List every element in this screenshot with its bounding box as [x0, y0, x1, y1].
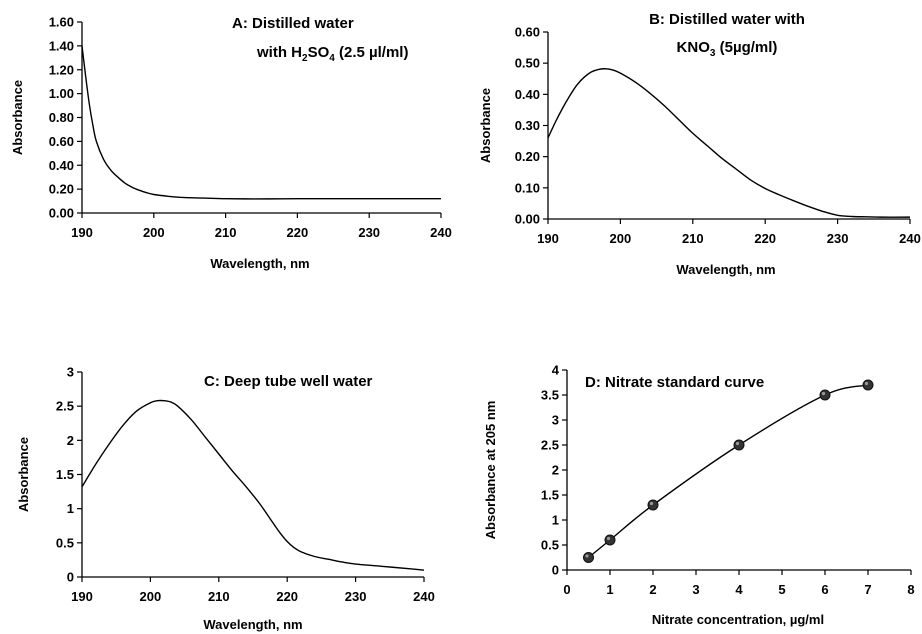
y-tick-label: 1	[67, 501, 74, 516]
x-tick-label: 200	[143, 225, 165, 240]
y-tick-label: 0.60	[515, 25, 540, 40]
y-tick-label: 3.5	[541, 388, 559, 403]
x-tick-label: 240	[430, 225, 452, 240]
x-axis-label: Wavelength, nm	[203, 617, 302, 632]
x-tick-label: 190	[71, 225, 93, 240]
chart-panel-c: C: Deep tube well water 0 0.5 1 1.5 2 2.5 3 190 2…	[16, 365, 435, 633]
x-axis-label: Wavelength, nm	[676, 262, 775, 277]
x-axis-label: Nitrate concentration, µg/ml	[652, 612, 824, 627]
y-tick-label: 1.5	[541, 488, 559, 503]
x-tick-label: 210	[215, 225, 237, 240]
data-point-highlight	[649, 501, 654, 506]
y-tick-label: 0.50	[515, 56, 540, 71]
x-tick-label: 200	[610, 231, 632, 246]
x-tick-label: 230	[827, 231, 849, 246]
y-tick-label: 1.20	[49, 62, 74, 77]
chart-panel-d: D: Nitrate standard curve 0 0.5 1 1.5 2 2.5 3 3.…	[483, 363, 915, 628]
y-tick-label: 1.60	[49, 15, 74, 30]
series-line-d	[588, 384, 869, 559]
y-tick-label: 1.5	[56, 467, 74, 482]
data-point-highlight	[606, 536, 611, 541]
x-tick-label: 220	[754, 231, 776, 246]
y-tick-label: 0.40	[49, 158, 74, 173]
y-tick-label: 0.40	[515, 87, 540, 102]
y-tick-label: 1.00	[49, 86, 74, 101]
y-axis-label: Absorbance	[16, 437, 31, 512]
x-tick-label: 230	[358, 225, 380, 240]
y-tick-label: 0	[552, 563, 559, 578]
data-point	[862, 379, 874, 391]
y-tick-label: 2.5	[56, 399, 74, 414]
chart-panel-a: A: Distilled water with H2SO4 (2.5 µl/ml)…	[10, 15, 452, 272]
y-tick-label: 0.5	[56, 535, 74, 550]
series-line-a	[81, 45, 441, 200]
x-tick-label: 200	[140, 589, 162, 604]
x-tick-label: 230	[345, 589, 367, 604]
x-tick-label: 4	[735, 582, 743, 597]
y-tick-label: 0.60	[49, 134, 74, 149]
x-tick-label: 220	[287, 225, 309, 240]
data-point-highlight	[585, 554, 589, 558]
x-tick-label: 0	[563, 582, 570, 597]
data-point	[583, 552, 594, 563]
x-tick-label: 5	[778, 582, 785, 597]
chart-title-a: A: Distilled water with H2SO4 (2.5 µl/ml)	[232, 15, 408, 64]
data-point	[647, 499, 659, 511]
y-tick-label: 3	[552, 413, 559, 428]
y-tick-label: 2.5	[541, 438, 559, 453]
data-point	[604, 534, 616, 546]
chart-title-d: D: Nitrate standard curve	[585, 374, 764, 391]
y-tick-label: 0.00	[49, 206, 74, 221]
chart-panel-b: B: Distilled water with KNO3 (5µg/ml) 0.00…	[478, 11, 921, 277]
y-tick-label: 0.20	[49, 182, 74, 197]
series-line-c	[81, 399, 425, 571]
data-point	[819, 389, 831, 401]
x-tick-label: 210	[682, 231, 704, 246]
y-tick-label: 3	[67, 365, 74, 380]
data-point-highlight	[821, 391, 826, 396]
x-tick-label: 190	[537, 231, 559, 246]
y-axis-label: Absorbance at 205 nm	[483, 401, 498, 540]
y-tick-label: 0.00	[515, 212, 540, 227]
x-tick-label: 190	[71, 589, 93, 604]
y-tick-label: 0.20	[515, 149, 540, 164]
y-tick-label: 1	[552, 513, 559, 528]
x-tick-label: 1	[606, 582, 613, 597]
x-tick-label: 6	[821, 582, 828, 597]
y-axis-label: Absorbance	[10, 80, 25, 155]
x-tick-label: 7	[864, 582, 871, 597]
y-tick-label: 0	[67, 570, 74, 585]
x-tick-label: 210	[208, 589, 230, 604]
y-tick-label: 0.30	[515, 118, 540, 133]
y-tick-label: 4	[552, 363, 560, 378]
y-tick-label: 2	[67, 433, 74, 448]
y-axis-label: Absorbance	[478, 88, 493, 163]
x-tick-label: 2	[649, 582, 656, 597]
x-tick-label: 220	[276, 589, 298, 604]
x-axis-label: Wavelength, nm	[210, 256, 309, 271]
y-tick-label: 0.80	[49, 110, 74, 125]
data-point-highlight	[735, 441, 740, 446]
y-tick-label: 2	[552, 463, 559, 478]
data-point	[733, 439, 745, 451]
x-tick-label: 240	[413, 589, 435, 604]
x-tick-label: 3	[692, 582, 699, 597]
data-point-highlight	[864, 381, 869, 386]
chart-title-c: C: Deep tube well water	[204, 373, 373, 390]
y-tick-label: 0.10	[515, 180, 540, 195]
x-tick-label: 8	[907, 582, 914, 597]
series-line-b	[547, 68, 911, 218]
y-tick-label: 0.5	[541, 538, 559, 553]
y-tick-label: 1.40	[49, 38, 74, 53]
chart-title-b: B: Distilled water with KNO3 (5µg/ml)	[649, 11, 805, 59]
x-tick-label: 240	[899, 231, 921, 246]
